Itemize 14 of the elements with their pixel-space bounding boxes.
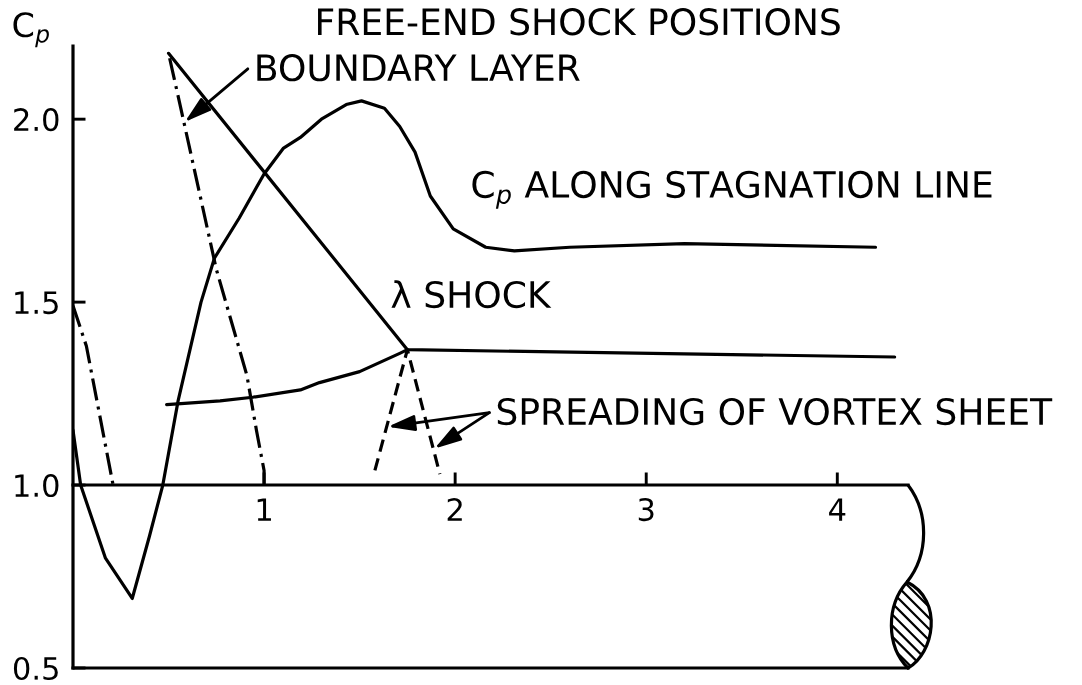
chart-title: FREE-END SHOCK POSITIONS xyxy=(318,8,840,36)
series-label: λ SHOCK xyxy=(391,280,552,309)
annotation: BOUNDARY LAYER xyxy=(257,54,580,82)
y-tick-label: 0.5 xyxy=(13,656,58,681)
y-tick-label: 2.0 xyxy=(14,108,59,132)
x-tick-label: 2 xyxy=(447,498,462,521)
y-tick-label: 1.5 xyxy=(15,291,58,315)
y-axis-title: C$_{p}$ xyxy=(13,12,49,48)
series-label: C$_{p}$ ALONG STAGNATION LINE xyxy=(472,170,992,209)
x-tick-label: 4 xyxy=(829,498,846,521)
annotation: SPREADING OF VORTEX SHEET xyxy=(497,397,1053,426)
y-tick-label: 1.0 xyxy=(15,473,59,498)
x-tick-label: 3 xyxy=(638,498,654,522)
x-tick-label: 1 xyxy=(257,498,271,521)
